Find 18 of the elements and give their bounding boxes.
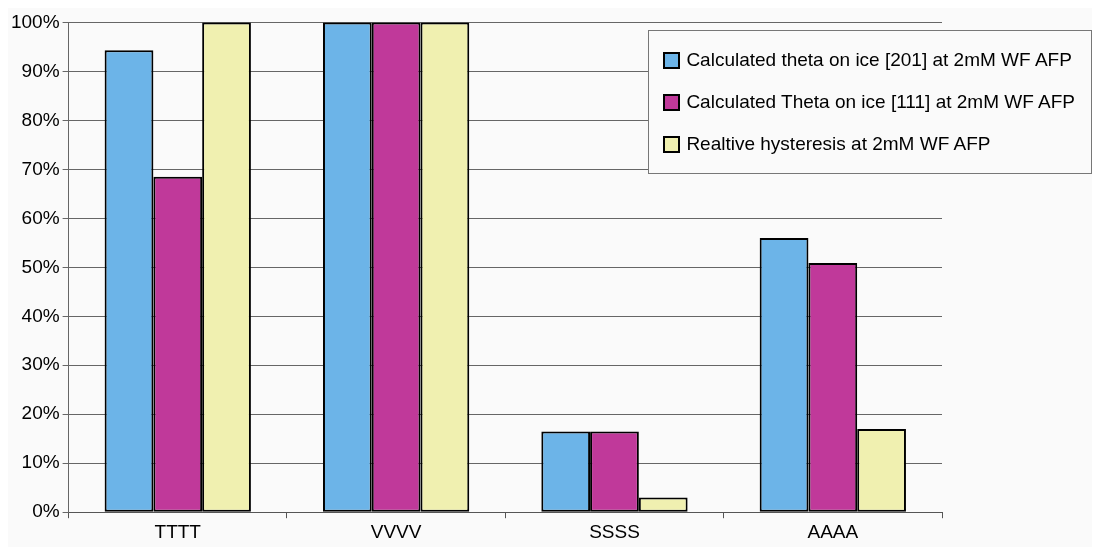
y-tick-label: 90% <box>21 59 60 81</box>
y-tick-label: 100% <box>10 10 60 32</box>
legend-label: Calculated theta on ice [201] at 2mM WF AFP <box>686 49 1072 71</box>
y-tick-label: 70% <box>21 157 60 179</box>
x-tick-label: SSSS <box>589 520 640 542</box>
y-tick-label: 60% <box>21 206 60 228</box>
y-tick-label: 50% <box>21 255 60 277</box>
x-tick-label: AAAA <box>807 520 859 542</box>
y-tick-label: 20% <box>21 402 60 424</box>
y-tick-label: 40% <box>21 304 60 326</box>
y-tick-label: 0% <box>32 500 60 522</box>
x-tick-label: VVVV <box>370 520 422 542</box>
y-tick-label: 30% <box>21 353 60 375</box>
legend-label: Calculated Theta on ice [111] at 2mM WF AFP <box>686 91 1075 113</box>
y-tick-label: 80% <box>21 108 60 130</box>
legend-label: Realtive hysteresis at 2mM WF AFP <box>686 133 991 155</box>
y-tick-label: 10% <box>21 451 60 473</box>
x-tick-label: TTTT <box>154 520 202 542</box>
